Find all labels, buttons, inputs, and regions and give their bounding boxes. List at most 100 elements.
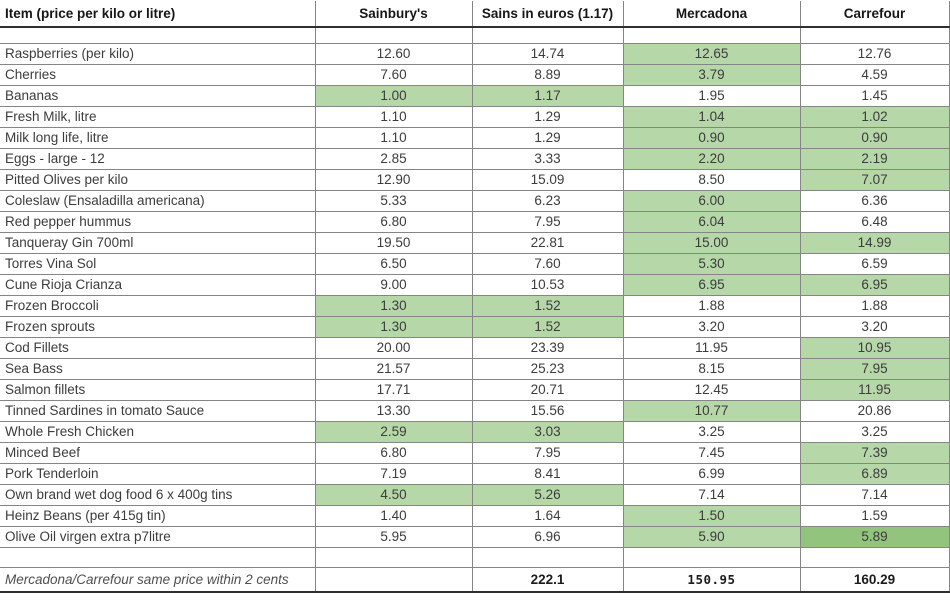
item-cell: Torres Vina Sol bbox=[0, 253, 316, 275]
price-cell: 6.95 bbox=[800, 274, 950, 296]
price-cell: 1.02 bbox=[800, 106, 950, 128]
item-cell: Coleslaw (Ensaladilla americana) bbox=[0, 190, 316, 212]
price-cell: 7.95 bbox=[800, 358, 950, 380]
price-cell: 12.45 bbox=[623, 379, 801, 401]
table-row: Fresh Milk, litre 1.10 1.29 1.04 1.02 bbox=[0, 106, 950, 128]
total-sains-in-euros: 222.1 bbox=[472, 567, 624, 593]
table-row: Heinz Beans (per 415g tin) 1.40 1.64 1.5… bbox=[0, 505, 950, 527]
price-cell: 4.59 bbox=[800, 64, 950, 86]
price-cell: 1.29 bbox=[472, 127, 624, 149]
price-cell: 3.25 bbox=[623, 421, 801, 443]
price-cell: 9.00 bbox=[315, 274, 473, 296]
item-cell: Tanqueray Gin 700ml bbox=[0, 232, 316, 254]
table-row: Coleslaw (Ensaladilla americana) 5.33 6.… bbox=[0, 190, 950, 212]
item-cell: Pitted Olives per kilo bbox=[0, 169, 316, 191]
price-cell: 2.19 bbox=[800, 148, 950, 170]
column-header-item: Item (price per kilo or litre) bbox=[0, 1, 316, 28]
price-cell: 5.95 bbox=[315, 526, 473, 548]
table-row: Tinned Sardines in tomato Sauce 13.30 15… bbox=[0, 400, 950, 422]
price-cell: 1.30 bbox=[315, 295, 473, 317]
price-cell: 3.20 bbox=[800, 316, 950, 338]
price-cell: 12.76 bbox=[800, 43, 950, 65]
price-cell: 3.33 bbox=[472, 148, 624, 170]
price-cell: 11.95 bbox=[800, 379, 950, 401]
total-sainsburys bbox=[315, 567, 473, 593]
price-cell: 6.80 bbox=[315, 442, 473, 464]
price-cell: 1.00 bbox=[315, 85, 473, 107]
price-cell: 6.50 bbox=[315, 253, 473, 275]
table-row: Tanqueray Gin 700ml 19.50 22.81 15.00 14… bbox=[0, 232, 950, 254]
price-cell: 1.10 bbox=[315, 106, 473, 128]
price-cell: 15.00 bbox=[623, 232, 801, 254]
price-cell: 6.48 bbox=[800, 211, 950, 233]
price-cell: 15.56 bbox=[472, 400, 624, 422]
table-row: Eggs - large - 12 2.85 3.33 2.20 2.19 bbox=[0, 148, 950, 170]
price-cell: 1.59 bbox=[800, 505, 950, 527]
price-comparison-table: Item (price per kilo or litre) Sainbury'… bbox=[0, 1, 950, 593]
column-header-sains-in-euros: Sains in euros (1.17) bbox=[472, 1, 624, 28]
item-cell: Raspberries (per kilo) bbox=[0, 43, 316, 65]
price-cell: 1.04 bbox=[623, 106, 801, 128]
table-row: Red pepper hummus 6.80 7.95 6.04 6.48 bbox=[0, 211, 950, 233]
price-cell: 0.90 bbox=[623, 127, 801, 149]
item-cell: Tinned Sardines in tomato Sauce bbox=[0, 400, 316, 422]
spacer-row-bottom bbox=[0, 547, 950, 568]
price-cell: 7.19 bbox=[315, 463, 473, 485]
table-row: Bananas 1.00 1.17 1.95 1.45 bbox=[0, 85, 950, 107]
table-row: Raspberries (per kilo) 12.60 14.74 12.65… bbox=[0, 43, 950, 65]
price-cell: 8.41 bbox=[472, 463, 624, 485]
table-row: Pitted Olives per kilo 12.90 15.09 8.50 … bbox=[0, 169, 950, 191]
price-cell: 12.65 bbox=[623, 43, 801, 65]
price-cell: 14.74 bbox=[472, 43, 624, 65]
table-row: Cherries 7.60 8.89 3.79 4.59 bbox=[0, 64, 950, 86]
spacer-row-top bbox=[0, 27, 950, 44]
price-cell: 3.20 bbox=[623, 316, 801, 338]
price-cell: 19.50 bbox=[315, 232, 473, 254]
price-cell: 1.88 bbox=[800, 295, 950, 317]
price-cell: 7.07 bbox=[800, 169, 950, 191]
table-row: Minced Beef 6.80 7.95 7.45 7.39 bbox=[0, 442, 950, 464]
price-cell: 2.20 bbox=[623, 148, 801, 170]
item-cell: Whole Fresh Chicken bbox=[0, 421, 316, 443]
price-cell: 6.59 bbox=[800, 253, 950, 275]
price-cell: 7.60 bbox=[315, 64, 473, 86]
price-cell: 23.39 bbox=[472, 337, 624, 359]
price-cell: 10.95 bbox=[800, 337, 950, 359]
column-header-sainsburys: Sainbury's bbox=[315, 1, 473, 28]
price-cell: 0.90 bbox=[800, 127, 950, 149]
price-cell: 1.52 bbox=[472, 316, 624, 338]
totals-row: Mercadona/Carrefour same price within 2 … bbox=[0, 567, 950, 593]
price-cell: 8.50 bbox=[623, 169, 801, 191]
price-cell: 1.50 bbox=[623, 505, 801, 527]
price-cell: 7.14 bbox=[623, 484, 801, 506]
price-cell: 20.00 bbox=[315, 337, 473, 359]
price-cell: 2.59 bbox=[315, 421, 473, 443]
price-cell: 10.53 bbox=[472, 274, 624, 296]
price-cell: 21.57 bbox=[315, 358, 473, 380]
price-cell: 17.71 bbox=[315, 379, 473, 401]
price-cell: 1.45 bbox=[800, 85, 950, 107]
price-cell: 3.25 bbox=[800, 421, 950, 443]
price-cell: 8.89 bbox=[472, 64, 624, 86]
price-cell: 15.09 bbox=[472, 169, 624, 191]
price-cell: 8.15 bbox=[623, 358, 801, 380]
table-row: Own brand wet dog food 6 x 400g tins 4.5… bbox=[0, 484, 950, 506]
total-mercadona: 150.95 bbox=[623, 567, 801, 593]
price-cell: 7.45 bbox=[623, 442, 801, 464]
item-cell: Eggs - large - 12 bbox=[0, 148, 316, 170]
table-row: Milk long life, litre 1.10 1.29 0.90 0.9… bbox=[0, 127, 950, 149]
price-cell: 22.81 bbox=[472, 232, 624, 254]
item-cell: Minced Beef bbox=[0, 442, 316, 464]
price-cell: 1.40 bbox=[315, 505, 473, 527]
item-cell: Cune Rioja Crianza bbox=[0, 274, 316, 296]
price-cell: 6.96 bbox=[472, 526, 624, 548]
table-row: Pork Tenderloin 7.19 8.41 6.99 6.89 bbox=[0, 463, 950, 485]
table-row: Olive Oil virgen extra p7litre 5.95 6.96… bbox=[0, 526, 950, 548]
price-cell: 13.30 bbox=[315, 400, 473, 422]
item-cell: Cherries bbox=[0, 64, 316, 86]
item-cell: Milk long life, litre bbox=[0, 127, 316, 149]
price-cell: 4.50 bbox=[315, 484, 473, 506]
table-row: Cod Fillets 20.00 23.39 11.95 10.95 bbox=[0, 337, 950, 359]
price-cell: 1.17 bbox=[472, 85, 624, 107]
price-cell: 2.85 bbox=[315, 148, 473, 170]
